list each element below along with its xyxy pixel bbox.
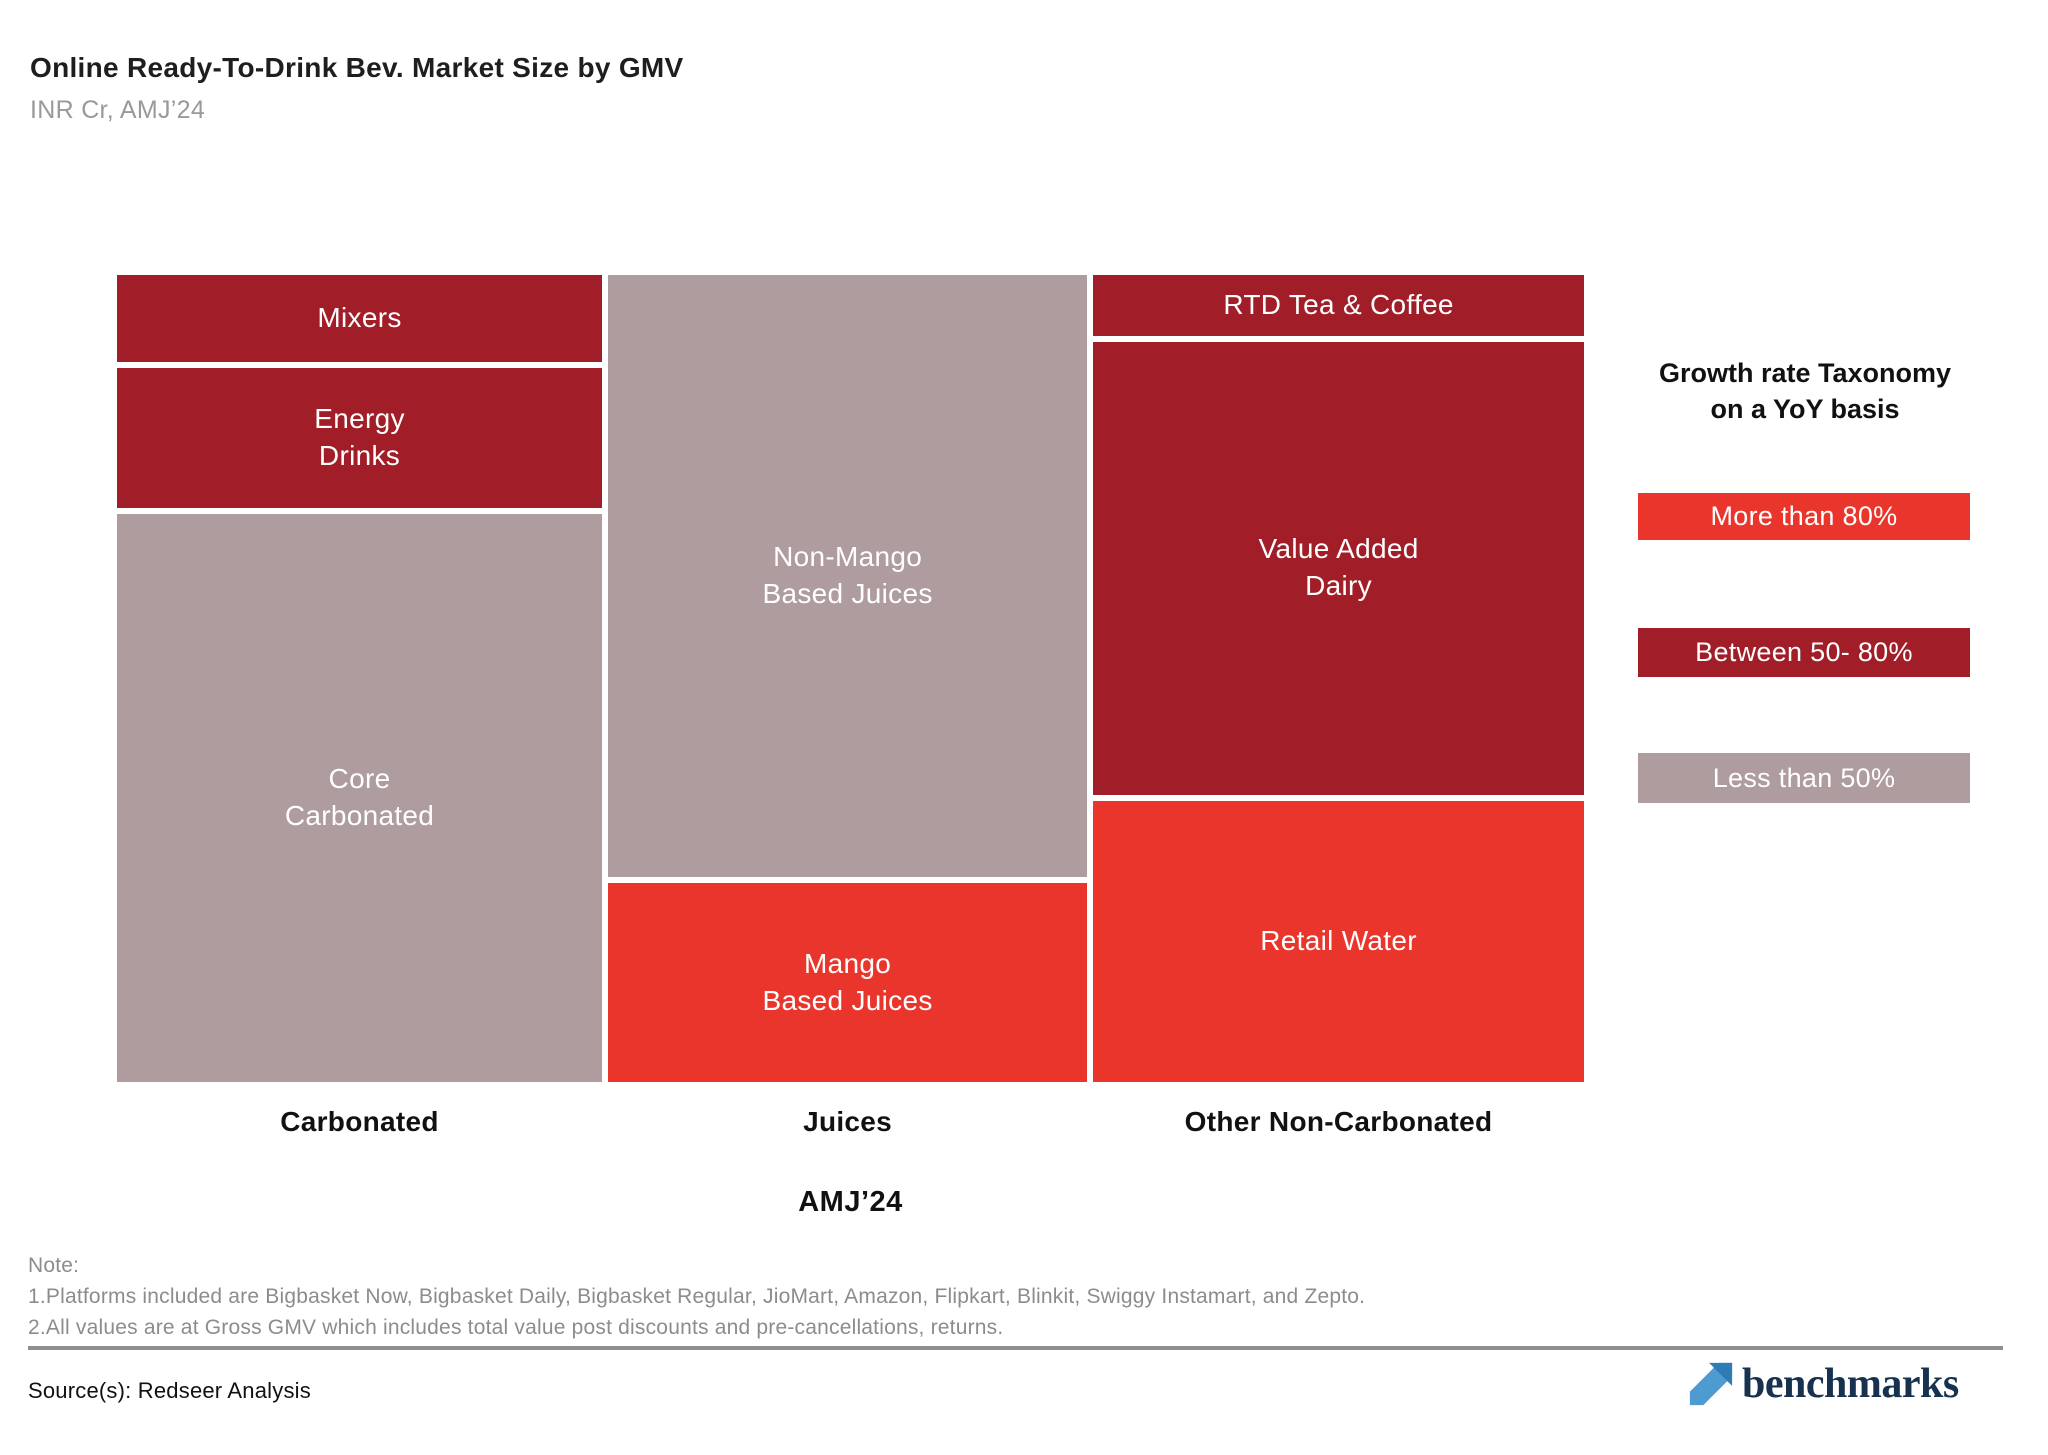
legend-title-line2: on a YoY basis xyxy=(1710,393,1900,424)
legend-item-more-than-80: More than 80% xyxy=(1638,493,1970,540)
note-line-1: 1.Platforms included are Bigbasket Now, … xyxy=(28,1285,1366,1308)
x-axis-period-label: AMJ’24 xyxy=(798,1186,903,1218)
segment-value-added-dairy: Value Added Dairy xyxy=(1093,342,1584,795)
column-other-non-carbonated: RTD Tea & Coffee Value Added Dairy Retai… xyxy=(1093,275,1584,1083)
segment-label: Mixers xyxy=(317,301,402,333)
page-subtitle: INR Cr, AMJ’24 xyxy=(30,96,206,124)
segment-mango-juices: Mango Based Juices xyxy=(608,883,1088,1082)
segment-retail-water: Retail Water xyxy=(1093,800,1584,1083)
legend-title-line1: Growth rate Taxonomy xyxy=(1658,358,1952,388)
legend-item-label: Between 50- 80% xyxy=(1695,637,1913,667)
segment-mixers: Mixers xyxy=(117,275,602,362)
legend-item-between-50-80: Between 50- 80% xyxy=(1638,628,1970,677)
axis-label-other-non-carbonated: Other Non-Carbonated xyxy=(1184,1106,1493,1137)
arrow-ne-icon xyxy=(1689,1362,1733,1406)
benchmarks-logo: benchmarks xyxy=(1688,1358,1959,1410)
legend-item-label: Less than 50% xyxy=(1712,762,1896,793)
segment-rtd-tea-coffee: RTD Tea & Coffee xyxy=(1093,275,1584,337)
legend-title: Growth rate Taxonomy on a YoY basis xyxy=(1638,356,1972,427)
page-title: Online Ready-To-Drink Bev. Market Size b… xyxy=(30,52,684,83)
benchmarks-wordmark: benchmarks xyxy=(1742,1361,1959,1407)
source-text: Source(s): Redseer Analysis xyxy=(28,1378,311,1403)
segment-label: Retail Water xyxy=(1260,924,1417,956)
segment-label: Non-Mango Based Juices xyxy=(762,541,933,610)
column-juices: Non-Mango Based Juices Mango Based Juice… xyxy=(608,275,1088,1082)
segment-label: Core Carbonated xyxy=(284,762,435,831)
note-block: Note: 1.Platforms included are Bigbasket… xyxy=(28,1250,1365,1343)
axis-label-juices: Juices xyxy=(803,1106,893,1137)
marimekko-chart: Mixers Energy Drinks Core Carbonated Non… xyxy=(117,275,1584,1083)
segment-label: Value Added Dairy xyxy=(1258,533,1419,602)
segment-label: RTD Tea & Coffee xyxy=(1223,289,1454,321)
axis-label-carbonated: Carbonated xyxy=(280,1106,439,1137)
segment-label: Energy Drinks xyxy=(314,402,405,471)
note-line-2: 2.All values are at Gross GMV which incl… xyxy=(28,1316,1004,1339)
segment-energy-drinks: Energy Drinks xyxy=(117,367,602,508)
footer-divider xyxy=(28,1346,2003,1350)
x-axis-category-labels: Carbonated Juices Other Non-Carbonated xyxy=(117,1106,1584,1138)
segment-non-mango-juices: Non-Mango Based Juices xyxy=(608,275,1088,878)
segment-core-carbonated: Core Carbonated xyxy=(117,513,602,1082)
column-carbonated: Mixers Energy Drinks Core Carbonated xyxy=(117,275,602,1082)
note-heading: Note: xyxy=(28,1254,80,1277)
legend-item-label: More than 80% xyxy=(1710,501,1898,531)
segment-label: Mango Based Juices xyxy=(762,947,933,1016)
legend-item-less-than-50: Less than 50% xyxy=(1638,753,1970,803)
